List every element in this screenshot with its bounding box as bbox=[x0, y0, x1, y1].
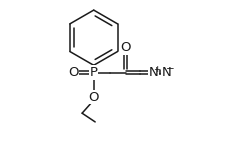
Text: N: N bbox=[148, 66, 158, 79]
Text: +: + bbox=[153, 65, 161, 74]
Text: O: O bbox=[68, 66, 79, 79]
Text: O: O bbox=[120, 41, 131, 54]
Text: −: − bbox=[166, 64, 175, 74]
Text: P: P bbox=[90, 66, 98, 79]
Text: O: O bbox=[88, 91, 99, 104]
Text: N: N bbox=[161, 66, 171, 79]
